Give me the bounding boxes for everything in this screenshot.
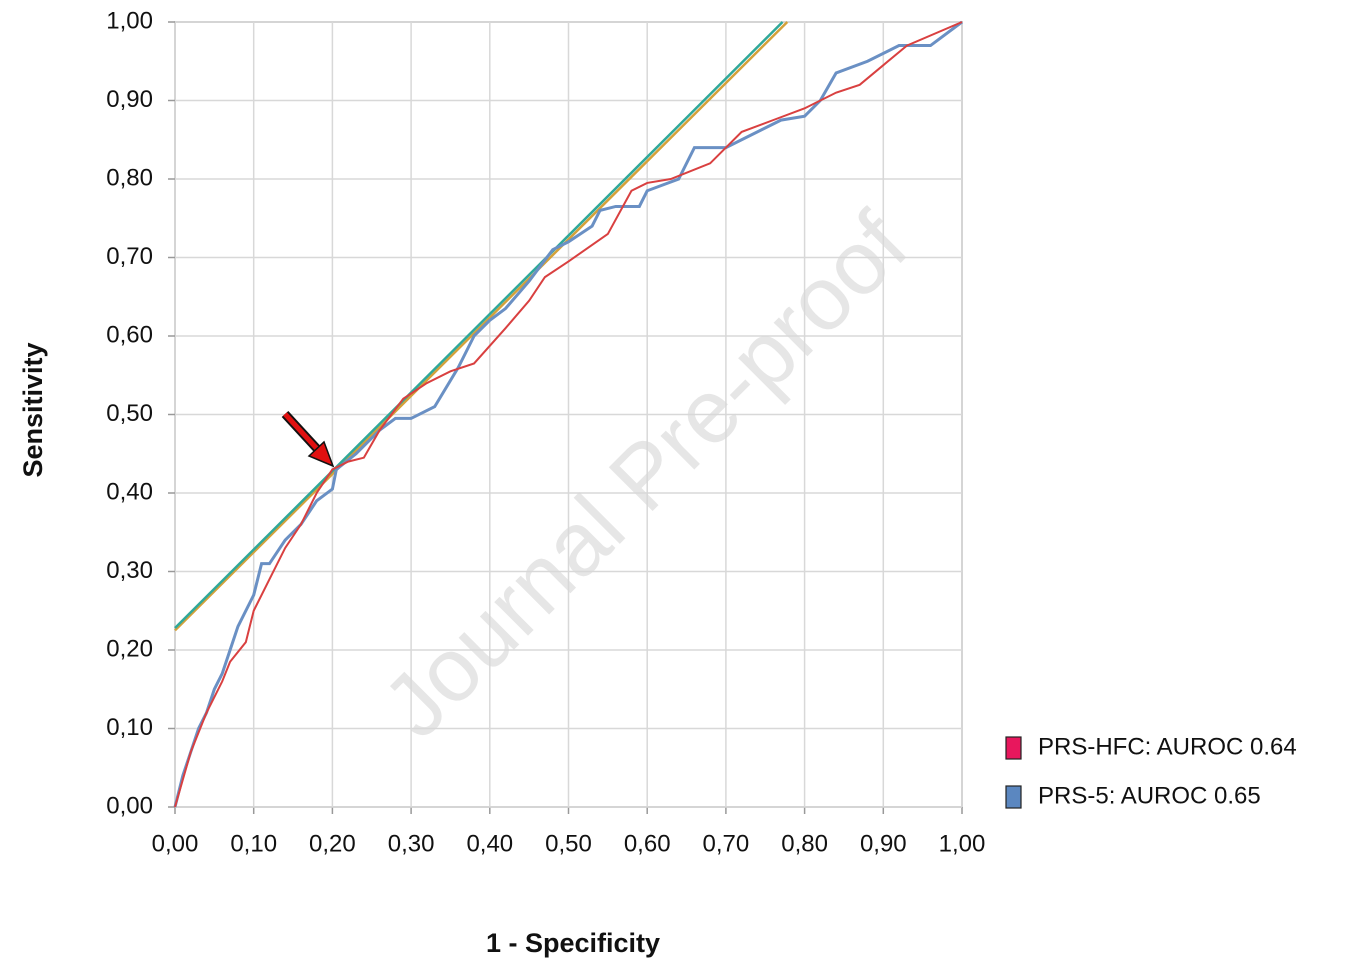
x-tick-label: 0,30 (388, 830, 435, 857)
x-tick-label: 0,20 (309, 830, 356, 857)
watermark: Journal Pre-proof (364, 194, 927, 757)
grid: 0,00 0,10 0,20 0,30 0,40 0,50 0,60 0,70 0,80 0,90… (106, 7, 985, 857)
x-tick-label: 0,00 (152, 830, 199, 857)
legend-swatch (1005, 736, 1022, 760)
y-tick-label: 0,80 (106, 164, 153, 191)
reference-line (174, 21, 784, 629)
x-tick-label: 0,70 (703, 830, 750, 857)
y-tick-label: 0,00 (106, 792, 153, 819)
x-tick-label: 1,00 (939, 830, 986, 857)
y-tick-label: 0,40 (106, 478, 153, 505)
reference-line (174, 21, 789, 632)
y-tick-label: 0,70 (106, 243, 153, 270)
x-tick-label: 0,80 (781, 830, 828, 857)
arrow (281, 410, 335, 468)
legend-swatch (1005, 785, 1022, 809)
roc-curve (173, 20, 963, 808)
x-tick-label: 0,60 (624, 830, 671, 857)
y-tick-label: 0,90 (106, 86, 153, 113)
legend: PRS-HFC: AUROC 0.64 PRS-5: AUROC 0.65 (1005, 733, 1297, 809)
legend-label: PRS-5: AUROC 0.65 (1038, 782, 1261, 809)
lines (173, 20, 963, 808)
x-tick-label: 0,10 (230, 830, 277, 857)
roc-curve (174, 21, 963, 808)
x-tick-label: 0,40 (466, 830, 513, 857)
x-axis-title: 1 - Specificity (486, 928, 660, 958)
y-tick-label: 0,30 (106, 557, 153, 584)
x-tick-label: 0,90 (860, 830, 907, 857)
y-tick-label: 0,10 (106, 714, 153, 741)
legend-label: PRS-HFC: AUROC 0.64 (1038, 733, 1297, 760)
y-tick-label: 0,20 (106, 635, 153, 662)
y-tick-label: 0,50 (106, 400, 153, 427)
x-tick-label: 0,50 (545, 830, 592, 857)
y-axis-title: Sensitivity (18, 342, 48, 477)
y-tick-label: 1,00 (106, 7, 153, 34)
y-tick-label: 0,60 (106, 321, 153, 348)
